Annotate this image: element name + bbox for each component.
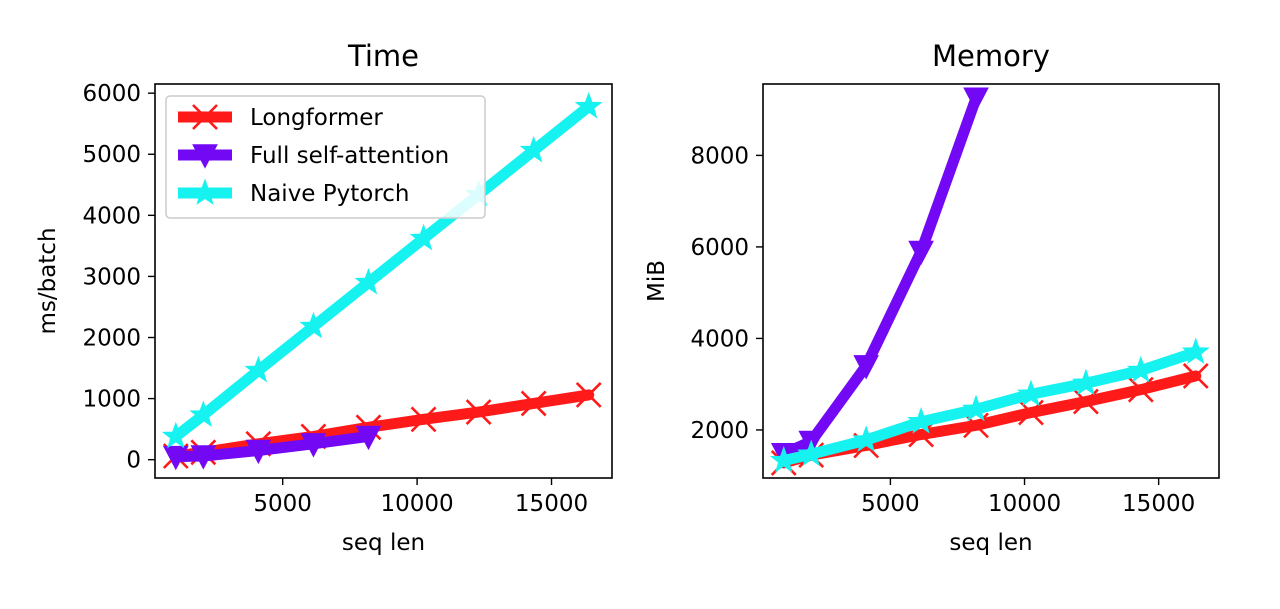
y-tick-label: 2000 bbox=[690, 418, 749, 444]
data-point bbox=[161, 421, 190, 449]
data-point bbox=[465, 399, 492, 425]
plot-area bbox=[769, 87, 1210, 476]
legend-marker bbox=[191, 178, 219, 205]
data-point bbox=[853, 355, 879, 380]
chart-1: Memory 5000 10000 15000 2000 4000 6000 8000 seq … bbox=[644, 39, 1220, 556]
data-point bbox=[520, 390, 547, 417]
charts-layer: Time 5000 10000 15000 0 1000 2000 3000 4000 5000 6… bbox=[35, 39, 1220, 556]
data-point bbox=[300, 433, 327, 458]
data-point bbox=[574, 91, 603, 119]
y-axis-label: ms/batch bbox=[35, 227, 61, 334]
data-point bbox=[908, 240, 934, 266]
plot-area bbox=[161, 91, 603, 471]
x-tick-label: 10000 bbox=[988, 491, 1061, 517]
data-point bbox=[244, 355, 273, 383]
data-point bbox=[769, 445, 798, 473]
legend-label: Naive Pytorch bbox=[250, 181, 410, 207]
y-tick-label: 2000 bbox=[82, 326, 141, 352]
data-point bbox=[410, 406, 437, 433]
y-tick-label: 1000 bbox=[82, 387, 141, 413]
data-point bbox=[962, 394, 990, 422]
x-tick-label: 5000 bbox=[253, 491, 312, 517]
series-line bbox=[170, 389, 595, 462]
series-line bbox=[778, 92, 982, 460]
chart-title: Memory bbox=[932, 39, 1050, 73]
data-point bbox=[162, 445, 189, 471]
y-tick-label: 4000 bbox=[82, 203, 141, 229]
data-point bbox=[1182, 363, 1209, 389]
data-point bbox=[245, 439, 272, 465]
data-point bbox=[189, 400, 218, 427]
x-tick-label: 10000 bbox=[381, 491, 454, 517]
data-point bbox=[1071, 368, 1100, 396]
legend-label: Full self-attention bbox=[250, 143, 449, 169]
x-axis-label: seq len bbox=[342, 530, 425, 556]
y-tick-label: 4000 bbox=[690, 326, 749, 352]
axes-frame bbox=[762, 83, 1220, 479]
legend-marker bbox=[192, 144, 218, 169]
x-tick-label: 5000 bbox=[861, 491, 920, 517]
y-tick-label: 0 bbox=[126, 448, 141, 474]
legend-marker bbox=[192, 104, 218, 130]
data-point bbox=[299, 311, 328, 339]
data-point bbox=[963, 412, 989, 439]
data-point bbox=[907, 407, 936, 434]
legend: Longformer Full self-attention Naive Pytor… bbox=[165, 95, 486, 219]
chart-title: Time bbox=[347, 39, 419, 73]
y-axis-label: MiB bbox=[644, 260, 670, 302]
legend-box bbox=[165, 95, 486, 219]
data-point bbox=[1181, 337, 1210, 365]
axes-frame bbox=[154, 83, 613, 479]
legend-entry: Full self-attention bbox=[178, 143, 449, 169]
series-full-self-attention bbox=[162, 425, 382, 471]
y-tick-label: 5000 bbox=[82, 142, 141, 168]
series-longformer bbox=[770, 363, 1209, 476]
legend-label: Longformer bbox=[250, 105, 383, 131]
data-point bbox=[1126, 355, 1155, 383]
x-tick-label: 15000 bbox=[515, 491, 588, 517]
y-tick-label: 3000 bbox=[82, 264, 141, 290]
data-point bbox=[963, 87, 989, 112]
data-point bbox=[519, 135, 548, 163]
data-point bbox=[575, 382, 602, 408]
y-tick-label: 8000 bbox=[690, 143, 749, 169]
data-point bbox=[190, 445, 217, 470]
data-point bbox=[409, 223, 438, 251]
data-point bbox=[354, 267, 383, 295]
series-naive-pytorch bbox=[161, 91, 603, 449]
y-tick-label: 6000 bbox=[82, 81, 141, 107]
series-naive-pytorch bbox=[769, 337, 1210, 473]
y-tick-label: 6000 bbox=[690, 235, 749, 261]
chart-0: Time 5000 10000 15000 0 1000 2000 3000 4000 5000 6… bbox=[35, 39, 613, 556]
data-point bbox=[797, 439, 826, 467]
data-point bbox=[852, 425, 881, 452]
x-tick-label: 15000 bbox=[1122, 491, 1195, 517]
legend-entry: Longformer bbox=[178, 104, 383, 131]
x-axis-label: seq len bbox=[949, 530, 1032, 556]
legend-entry: Naive Pytorch bbox=[178, 178, 410, 207]
data-point bbox=[1017, 379, 1045, 407]
data-point bbox=[355, 425, 382, 451]
